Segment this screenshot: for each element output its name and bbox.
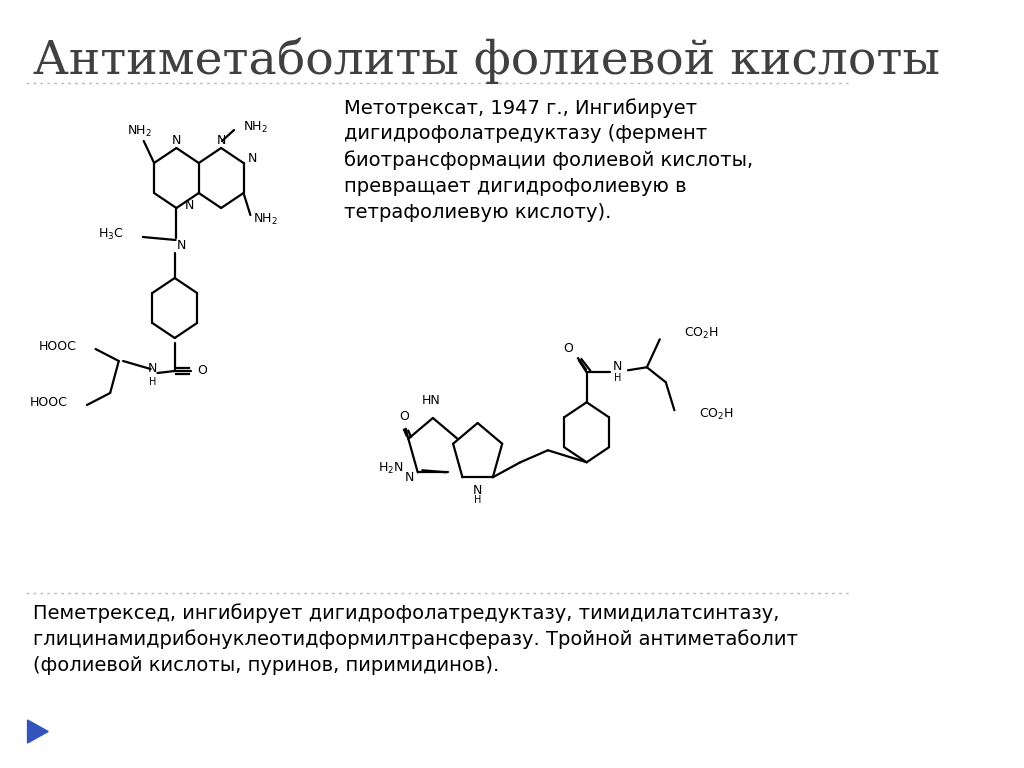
Text: N: N (248, 151, 257, 164)
Text: N: N (216, 134, 226, 147)
Text: H: H (474, 495, 481, 505)
Text: N: N (473, 484, 482, 497)
Text: O: O (399, 410, 409, 423)
Text: Метотрексат, 1947 г., Ингибирует
дигидрофолатредуктазу (фермент
биотрансформации: Метотрексат, 1947 г., Ингибирует дигидро… (344, 98, 754, 222)
Text: CO$_2$H: CO$_2$H (698, 407, 733, 422)
Text: H$_3$C: H$_3$C (97, 227, 123, 242)
Text: HOOC: HOOC (30, 396, 68, 409)
Text: HOOC: HOOC (39, 340, 77, 353)
Text: N: N (404, 471, 414, 484)
Text: Пеметрексед, ингибирует дигидрофолатредуктазу, тимидилатсинтазу,
глицинамидрибон: Пеметрексед, ингибирует дигидрофолатреду… (33, 603, 798, 675)
Text: CO$_2$H: CO$_2$H (684, 326, 719, 341)
Text: O: O (198, 365, 207, 378)
Text: H$_2$N: H$_2$N (378, 461, 403, 476)
Text: HN: HN (422, 393, 440, 406)
Text: O: O (563, 342, 573, 355)
Text: N: N (177, 240, 186, 253)
Text: N: N (172, 134, 181, 147)
Text: N: N (147, 362, 157, 376)
Text: H: H (148, 377, 156, 387)
Text: NH$_2$: NH$_2$ (127, 124, 152, 138)
Text: NH$_2$: NH$_2$ (253, 211, 278, 227)
Text: Антиметаболиты фолиевой кислоты: Антиметаболиты фолиевой кислоты (33, 38, 940, 84)
Text: N: N (613, 359, 623, 372)
Text: N: N (184, 199, 194, 212)
Text: H: H (614, 373, 622, 383)
Polygon shape (28, 720, 48, 743)
Text: NH$_2$: NH$_2$ (243, 120, 268, 134)
